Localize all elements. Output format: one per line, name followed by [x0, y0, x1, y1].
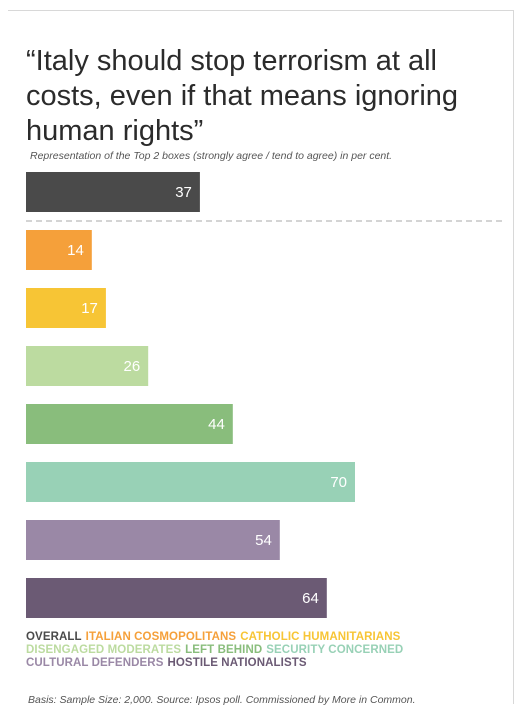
legend-item-catholic-humanitarians: CATHOLIC HUMANITARIANS [240, 631, 401, 643]
bar-cultural-defenders [26, 520, 280, 560]
chart-title: “Italy should stop terrorism at all cost… [26, 45, 459, 147]
bar-value-label: 70 [330, 474, 347, 491]
legend-item-italian-cosmopolitans: ITALIAN COSMOPOLITANS [85, 631, 237, 643]
legend: OVERALL ITALIAN COSMOPOLITANS CATHOLIC HUM… [26, 631, 506, 670]
bar-disengaged-moderates [26, 346, 149, 386]
legend-item-hostile-nationalists: HOSTILE NATIONALISTS [167, 657, 307, 669]
legend-item-disengaged-moderates: DISENGAGED MODERATES [26, 644, 182, 656]
bar-value-label: 44 [208, 416, 225, 433]
bar-catholic-humanitarians [26, 288, 106, 328]
bar-left-behind [26, 404, 233, 444]
bar-value-label: 26 [124, 358, 141, 375]
source-note: Basis: Sample Size: 2,000. Source: Ipsos… [28, 694, 416, 706]
legend-item-cultural-defenders: CULTURAL DEFENDERS [26, 657, 164, 669]
bar-hostile-nationalists [26, 578, 327, 618]
legend-item-security-concerned: SECURITY CONCERNED [266, 644, 404, 656]
bar-italian-cosmopolitans [26, 230, 92, 270]
chart-subtitle: Representation of the Top 2 boxes (stron… [30, 150, 393, 162]
bar-security-concerned [26, 462, 355, 502]
bar-value-label: 54 [255, 532, 272, 549]
bar-overall [26, 172, 200, 212]
chart-frame [8, 10, 514, 704]
legend-item-overall: OVERALL [26, 631, 82, 643]
bar-value-label: 37 [175, 184, 192, 201]
legend-item-left-behind: LEFT BEHIND [185, 644, 263, 656]
bar-value-label: 14 [67, 242, 84, 259]
bar-value-label: 17 [81, 300, 98, 317]
bar-value-label: 64 [302, 590, 319, 607]
